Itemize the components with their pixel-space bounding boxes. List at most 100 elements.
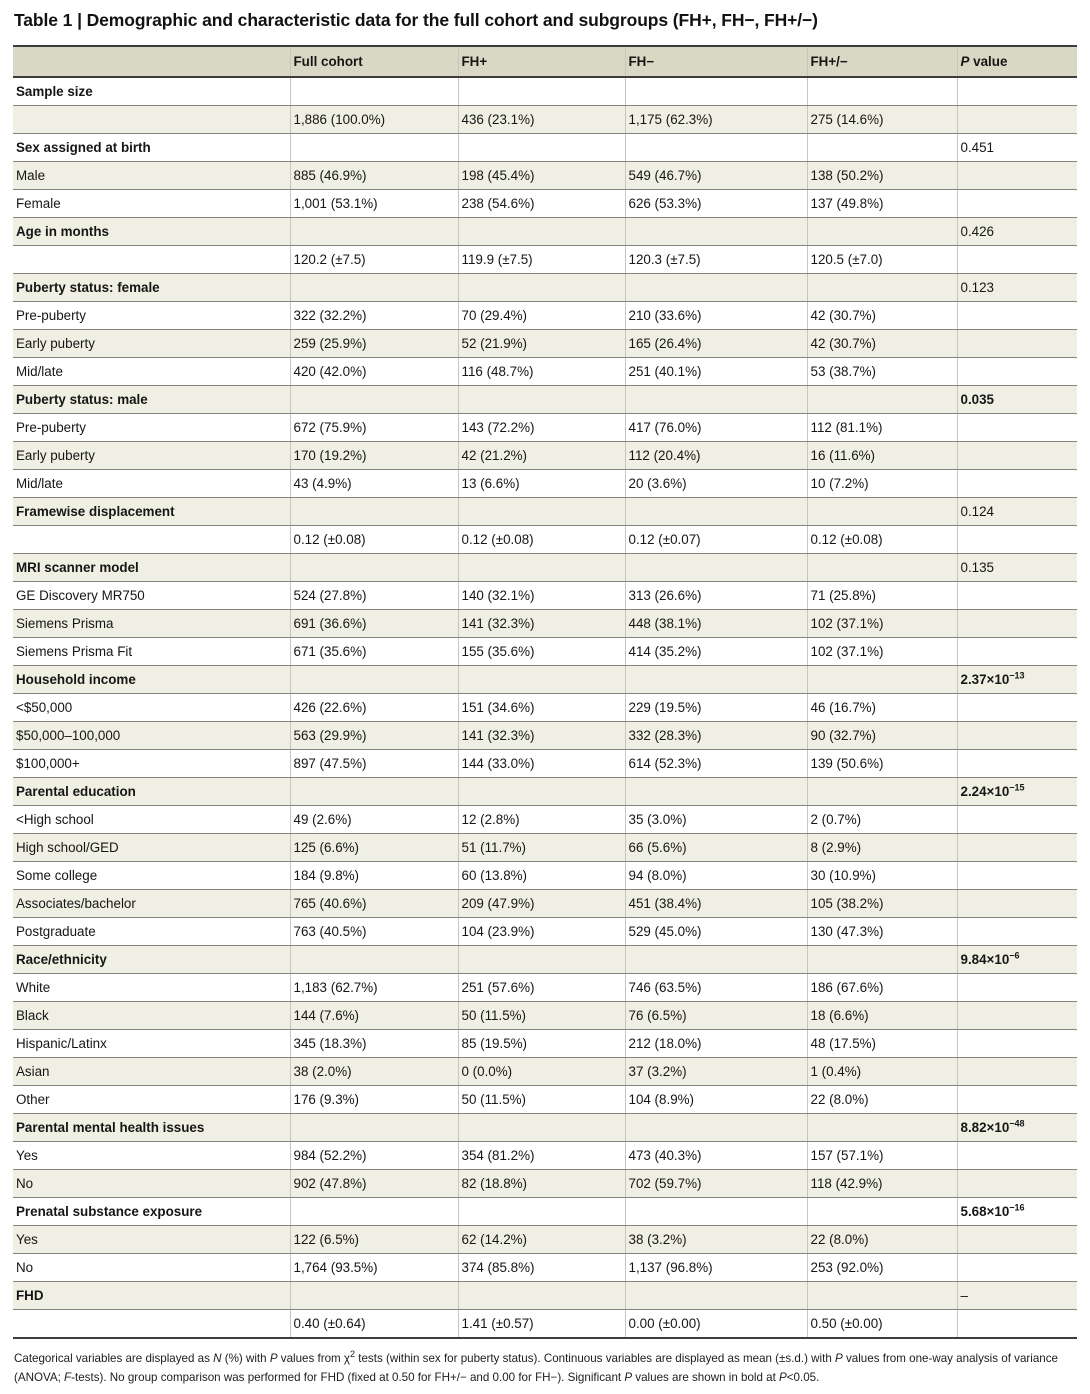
row-label: Age in months	[13, 217, 290, 246]
cell-fh-pos-neg: 138 (50.2%)	[806, 161, 957, 190]
cell-full-cohort: 176 (9.3%)	[289, 1085, 458, 1114]
cell-fh-pos	[457, 1113, 625, 1142]
row-label: Other	[13, 1085, 290, 1114]
cell-fh-pos: 209 (47.9%)	[457, 889, 625, 918]
cell-p-value	[956, 357, 1077, 386]
cell-fh-pos: 82 (18.8%)	[457, 1169, 625, 1198]
cell-fh-neg: 614 (52.3%)	[624, 749, 807, 778]
cell-fh-pos	[457, 273, 625, 302]
p-value-text: 2.24×10−15	[960, 782, 1025, 799]
cell-p-value	[956, 301, 1077, 330]
cell-p-value	[956, 413, 1077, 442]
cell-fh-neg: 212 (18.0%)	[624, 1029, 807, 1058]
cell-fh-neg: 313 (26.6%)	[624, 581, 807, 610]
cell-p-value	[956, 329, 1077, 358]
section-row-framewise-displacement: Framewise displacement 0.124	[13, 497, 1077, 526]
cell-fh-neg	[624, 133, 807, 162]
section-row-race-ethnicity: Race/ethnicity 9.84×10−6	[13, 945, 1077, 974]
footnote-text: Categorical variables are displayed as	[14, 1352, 214, 1365]
cell-full-cohort	[289, 945, 458, 974]
data-row-black: Black 144 (7.6%) 50 (11.5%) 76 (6.5%) 18 (6.…	[13, 1001, 1077, 1030]
cell-full-cohort: 125 (6.6%)	[289, 833, 458, 862]
cell-fh-pos: 60 (13.8%)	[457, 861, 625, 890]
cell-fh-pos-neg	[806, 497, 957, 526]
cell-fh-pos-neg	[806, 1113, 957, 1142]
section-row-age-in-months: Age in months 0.426	[13, 217, 1077, 246]
footnote-text: values from χ	[277, 1352, 351, 1365]
cell-full-cohort: 345 (18.3%)	[289, 1029, 458, 1058]
cell-full-cohort: 170 (19.2%)	[289, 441, 458, 470]
row-label: Sex assigned at birth	[13, 133, 290, 162]
row-label: Siemens Prisma	[13, 609, 290, 638]
cell-fh-pos-neg: 22 (8.0%)	[806, 1225, 957, 1254]
cell-p-value	[956, 1225, 1077, 1254]
cell-fh-neg: 1,175 (62.3%)	[624, 105, 807, 134]
cell-fh-pos: 1.41 (±0.57)	[457, 1309, 625, 1339]
cell-fh-pos-neg: 48 (17.5%)	[806, 1029, 957, 1058]
footnote-text: P	[624, 1370, 633, 1384]
p-value-text: –	[960, 1288, 968, 1303]
cell-fh-pos-neg	[806, 553, 957, 582]
cell-fh-pos-neg: 16 (11.6%)	[806, 441, 957, 470]
cell-p-value: 0.451	[956, 133, 1077, 162]
cell-fh-pos: 354 (81.2%)	[457, 1141, 625, 1170]
data-row-ge-discovery-mr750: GE Discovery MR750 524 (27.8%) 140 (32.1%)…	[13, 581, 1077, 610]
cell-fh-pos-neg: 157 (57.1%)	[806, 1141, 957, 1170]
cell-p-value	[956, 441, 1077, 470]
footnote-text: tests (within sex for puberty status). C…	[355, 1352, 836, 1365]
cell-p-value	[956, 525, 1077, 554]
cell-fh-pos-neg: 1 (0.4%)	[806, 1057, 957, 1086]
cell-fh-pos-neg: 2 (0.7%)	[806, 805, 957, 834]
cell-fh-neg	[624, 385, 807, 414]
cell-fh-pos	[457, 777, 625, 806]
row-label	[13, 105, 290, 134]
cell-full-cohort: 1,764 (93.5%)	[289, 1253, 458, 1282]
row-label: Race/ethnicity	[13, 945, 290, 974]
row-label: Female	[13, 189, 290, 218]
cell-p-value: 5.68×10−16	[956, 1197, 1077, 1226]
cell-fh-pos: 151 (34.6%)	[457, 693, 625, 722]
row-label: Associates/bachelor	[13, 889, 290, 918]
cell-fh-pos: 141 (32.3%)	[457, 609, 625, 638]
row-label	[13, 525, 290, 554]
cell-fh-pos	[457, 497, 625, 526]
cell-full-cohort: 420 (42.0%)	[289, 357, 458, 386]
cell-p-value	[956, 1253, 1077, 1282]
demographics-table: Full cohort FH+ FH− FH+/− P value Sample siz…	[13, 45, 1077, 1339]
cell-fh-pos	[457, 1281, 625, 1310]
cell-fh-neg: 0.00 (±0.00)	[624, 1309, 807, 1339]
cell-fh-pos-neg	[806, 217, 957, 246]
cell-fh-pos-neg: 42 (30.7%)	[806, 329, 957, 358]
header-row: Full cohort FH+ FH− FH+/− P value	[13, 45, 1077, 78]
cell-fh-pos: 42 (21.2%)	[457, 441, 625, 470]
p-value-text: 0.123	[960, 280, 995, 295]
cell-p-value: 0.123	[956, 273, 1077, 302]
cell-fh-neg	[624, 777, 807, 806]
cell-full-cohort: 672 (75.9%)	[289, 413, 458, 442]
data-row-early-puberty: Early puberty 259 (25.9%) 52 (21.9%) 165 (2…	[13, 329, 1077, 358]
cell-p-value	[956, 581, 1077, 610]
cell-fh-pos-neg: 118 (42.9%)	[806, 1169, 957, 1198]
cell-full-cohort: 49 (2.6%)	[289, 805, 458, 834]
data-row-values: 120.2 (±7.5) 119.9 (±7.5) 120.3 (±7.5) 120.…	[13, 245, 1077, 274]
p-value-text: 0.426	[960, 224, 995, 239]
cell-fh-pos-neg	[806, 945, 957, 974]
cell-fh-pos	[457, 385, 625, 414]
data-row-siemens-prisma: Siemens Prisma 691 (36.6%) 141 (32.3%) 448 …	[13, 609, 1077, 638]
cell-fh-neg: 112 (20.4%)	[624, 441, 807, 470]
cell-fh-neg: 38 (3.2%)	[624, 1225, 807, 1254]
cell-fh-pos-neg: 102 (37.1%)	[806, 637, 957, 666]
data-row-male: Male 885 (46.9%) 198 (45.4%) 549 (46.7%) 138…	[13, 161, 1077, 190]
cell-full-cohort	[289, 217, 458, 246]
p-value-text: 2.37×10−13	[960, 670, 1025, 687]
cell-full-cohort	[289, 497, 458, 526]
cell-p-value	[956, 637, 1077, 666]
cell-fh-neg: 76 (6.5%)	[624, 1001, 807, 1030]
section-row-sample-size: Sample size	[13, 77, 1077, 106]
cell-full-cohort	[289, 133, 458, 162]
row-label: FHD	[13, 1281, 290, 1310]
cell-fh-neg: 0.12 (±0.07)	[624, 525, 807, 554]
footnote-text: N	[213, 1352, 222, 1365]
cell-fh-neg: 35 (3.0%)	[624, 805, 807, 834]
